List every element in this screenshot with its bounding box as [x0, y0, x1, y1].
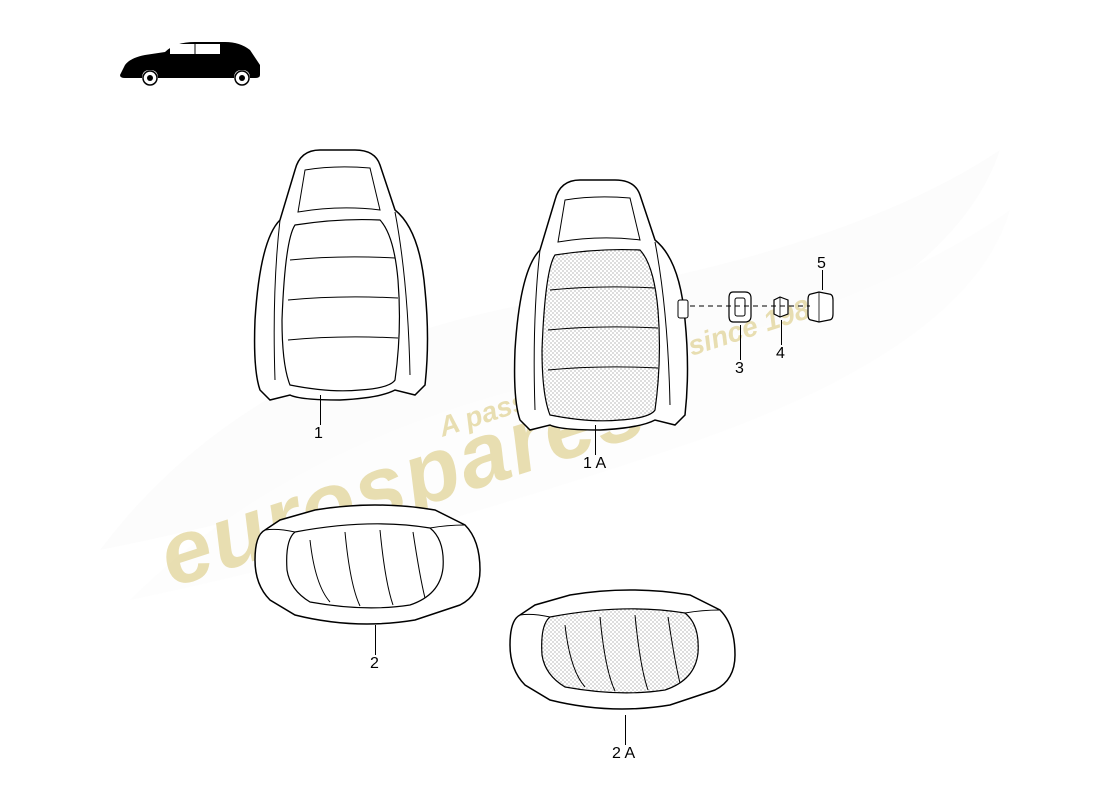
adjuster-knob-insert	[770, 294, 792, 320]
label-knob-back: 5	[817, 255, 826, 273]
leader-line	[781, 320, 782, 345]
adjuster-knob-back	[805, 288, 837, 326]
seat-cushion-patterned	[490, 575, 750, 725]
seat-backrest-plain	[230, 140, 450, 420]
leader-line	[740, 325, 741, 360]
leader-line	[320, 395, 321, 425]
adjuster-knob-front	[725, 288, 755, 326]
label-backrest-plain: 1	[314, 425, 323, 443]
leader-line	[822, 270, 823, 290]
leader-line	[595, 425, 596, 455]
label-knob-front: 3	[735, 360, 744, 378]
label-backrest-patterned: 1 A	[583, 455, 606, 473]
leader-line	[375, 625, 376, 655]
car-silhouette-icon	[110, 30, 270, 90]
label-cushion-plain: 2	[370, 655, 379, 673]
seat-backrest-patterned	[490, 170, 710, 450]
assembly-line	[690, 305, 810, 307]
seat-cushion-plain	[235, 490, 495, 640]
leader-line	[625, 715, 626, 745]
label-cushion-patterned: 2 A	[612, 745, 635, 763]
label-knob-insert: 4	[776, 345, 785, 363]
